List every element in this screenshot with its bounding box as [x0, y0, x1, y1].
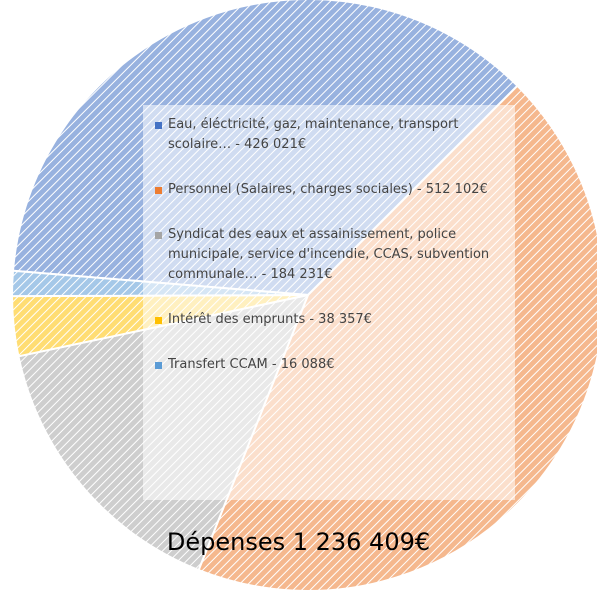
legend-swatch [155, 187, 162, 194]
chart-title: Dépenses 1 236 409€ [166, 528, 431, 556]
legend-item: Eau, éléctricité, gaz, maintenance, tran… [155, 115, 511, 155]
legend-label: Personnel (Salaires, charges sociales) -… [168, 182, 488, 197]
legend-item: Syndicat des eaux et assainissement, pol… [155, 225, 511, 285]
legend-swatch [155, 232, 162, 239]
legend-item: Intérêt des emprunts - 38 357€ [155, 310, 511, 330]
legend: Eau, éléctricité, gaz, maintenance, tran… [143, 105, 515, 500]
legend-item: Personnel (Salaires, charges sociales) -… [155, 180, 511, 200]
legend-label: Syndicat des eaux et assainissement, pol… [168, 227, 490, 282]
legend-label: Eau, éléctricité, gaz, maintenance, tran… [168, 117, 459, 152]
legend-swatch [155, 317, 162, 324]
legend-swatch [155, 362, 162, 369]
legend-label: Transfert CCAM - 16 088€ [168, 357, 335, 372]
legend-item: Transfert CCAM - 16 088€ [155, 355, 511, 375]
legend-label: Intérêt des emprunts - 38 357€ [168, 312, 372, 327]
legend-swatch [155, 122, 162, 129]
